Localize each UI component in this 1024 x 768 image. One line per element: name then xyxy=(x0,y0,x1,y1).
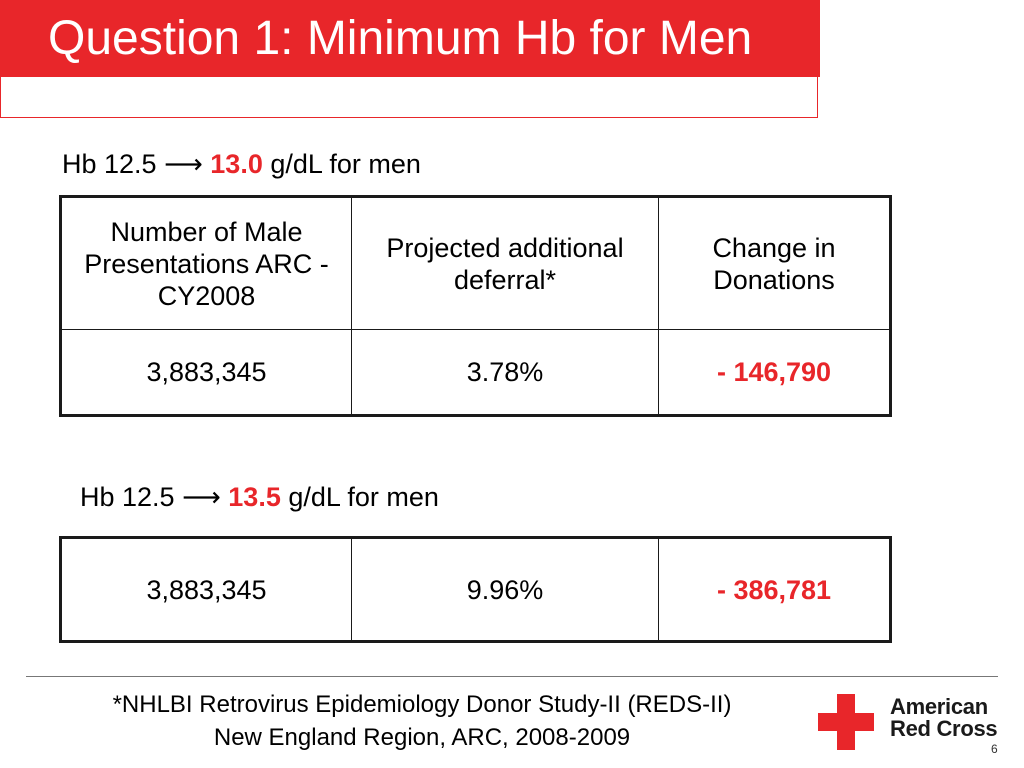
cell-deferral: 9.96% xyxy=(351,537,659,642)
logo-wordmark: American Red Cross xyxy=(890,694,998,741)
cell-presentations: 3,883,345 xyxy=(60,329,352,416)
footnote-line-2: New England Region, ARC, 2008-2009 xyxy=(213,724,631,751)
scenario2-table: 3,883,345 9.96% - 386,781 xyxy=(59,536,892,643)
footer-divider xyxy=(26,676,998,677)
table-header-row: Number of Male Presentations ARC - CY200… xyxy=(60,196,891,330)
cell-change: - 386,781 xyxy=(658,537,891,642)
scenario1-table: Number of Male Presentations ARC - CY200… xyxy=(59,195,892,417)
logo-line-1: American xyxy=(890,694,988,719)
footnote: *NHLBI Retrovirus Epidemiology Donor Stu… xyxy=(0,688,844,754)
slide-title: Question 1: Minimum Hb for Men xyxy=(48,12,753,65)
cell-deferral: 3.78% xyxy=(351,329,659,416)
cell-change: - 146,790 xyxy=(658,329,891,416)
scenario1-heading: Hb 12.5 ⟶ 13.0 g/dL for men xyxy=(62,148,421,180)
scenario1-heading-suffix: g/dL for men xyxy=(262,149,421,179)
table-row: 3,883,345 3.78% - 146,790 xyxy=(60,329,891,416)
page-number: 6 xyxy=(991,742,998,756)
table-row: 3,883,345 9.96% - 386,781 xyxy=(60,537,891,642)
scenario1-heading-value: 13.0 xyxy=(210,149,263,179)
scenario1-heading-prefix: Hb 12.5 ⟶ xyxy=(62,149,211,179)
title-underline-box xyxy=(0,77,818,118)
red-cross-icon xyxy=(818,694,874,750)
scenario2-heading-prefix: Hb 12.5 ⟶ xyxy=(80,482,229,512)
scenario2-heading-value: 13.5 xyxy=(228,482,281,512)
logo-line-2: Red Cross xyxy=(890,716,998,741)
scenario2-heading: Hb 12.5 ⟶ 13.5 g/dL for men xyxy=(80,481,439,513)
header-projected-deferral: Projected additional deferral* xyxy=(351,196,659,330)
cell-presentations: 3,883,345 xyxy=(60,537,352,642)
header-male-presentations: Number of Male Presentations ARC - CY200… xyxy=(60,196,352,330)
title-bar: Question 1: Minimum Hb for Men xyxy=(0,0,820,77)
header-change-in-donations: Change in Donations xyxy=(658,196,891,330)
scenario2-heading-suffix: g/dL for men xyxy=(280,482,439,512)
footnote-line-1: *NHLBI Retrovirus Epidemiology Donor Stu… xyxy=(112,691,732,718)
